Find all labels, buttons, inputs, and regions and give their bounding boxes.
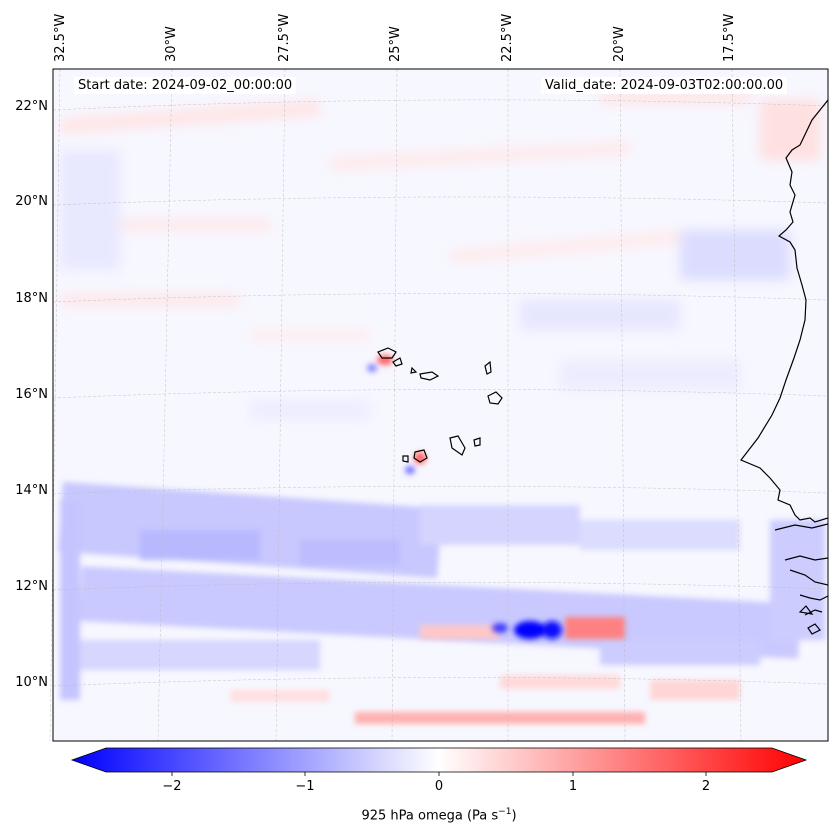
colorbar-tick: 1 bbox=[568, 779, 578, 794]
lat-label: 18°N bbox=[15, 291, 48, 306]
colorbar-tick: 0 bbox=[434, 779, 444, 794]
lon-label: 27.5°W bbox=[277, 13, 292, 62]
valid-date-label: Valid_date: 2024-09-03T02:00:00.00 bbox=[541, 77, 788, 94]
coastline bbox=[740, 99, 828, 635]
lat-label: 22°N bbox=[15, 99, 48, 114]
start-date-label: Start date: 2024-09-02_00:00:00 bbox=[74, 77, 297, 94]
lon-label: 22.5°W bbox=[500, 13, 515, 62]
colorbar-tick: 2 bbox=[701, 779, 711, 794]
lat-label: 10°N bbox=[15, 675, 48, 690]
colorbar bbox=[70, 747, 808, 776]
lat-label: 16°N bbox=[15, 387, 48, 402]
cape-verde-islands bbox=[377, 347, 503, 463]
colorbar-label-text: 925 hPa omega (Pa s bbox=[361, 808, 499, 824]
lon-label: 17.5°W bbox=[722, 13, 737, 62]
colorbar-label-exponent: −1 bbox=[498, 807, 512, 817]
lat-label: 20°N bbox=[15, 194, 48, 209]
lon-label: 25°W bbox=[388, 26, 403, 62]
map-frame bbox=[52, 68, 829, 742]
omega-field bbox=[53, 69, 828, 741]
colorbar-label-close: ) bbox=[511, 808, 517, 824]
lon-label: 30°W bbox=[164, 26, 179, 62]
lon-label: 32.5°W bbox=[53, 13, 68, 62]
colorbar-label: 925 hPa omega (Pa s−1) bbox=[361, 807, 516, 823]
lon-label: 20°W bbox=[612, 26, 627, 62]
colorbar-tick: −1 bbox=[295, 779, 315, 794]
lat-label: 14°N bbox=[15, 483, 48, 498]
colorbar-tick: −2 bbox=[162, 779, 182, 794]
gridlines bbox=[49, 68, 829, 742]
lat-label: 12°N bbox=[15, 579, 48, 594]
